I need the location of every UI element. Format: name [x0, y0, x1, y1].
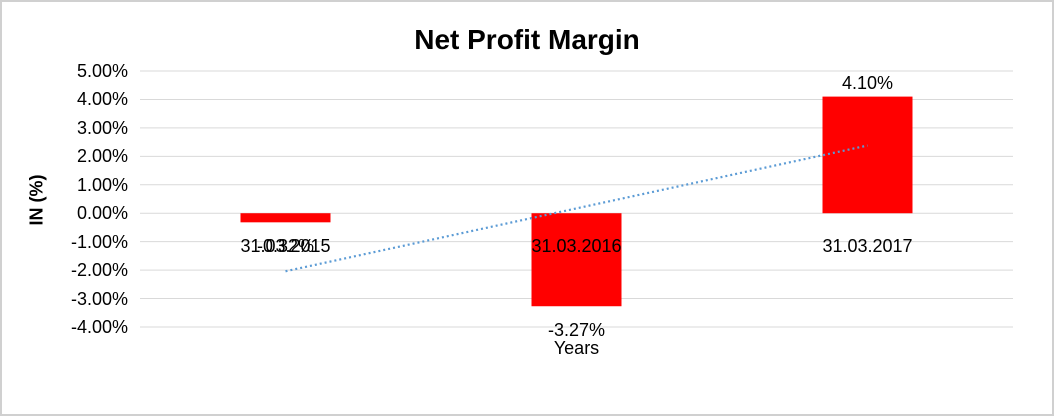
- y-tick-label: 5.00%: [76, 61, 128, 81]
- y-tick-label: 0.00%: [76, 203, 128, 224]
- data-label: -3.27%: [547, 320, 606, 341]
- category-label: 31.03.2016: [531, 236, 622, 256]
- linear-trendline-dotted: [285, 144, 868, 273]
- y-tick-label: 4.00%: [76, 89, 128, 110]
- y-tick-label: -4.00%: [70, 317, 128, 337]
- bar-3: [822, 96, 913, 214]
- data-label: -0.32%: [256, 236, 315, 257]
- y-tick-label: -1.00%: [70, 231, 128, 252]
- y-tick-label: 2.00%: [76, 146, 128, 167]
- y-tick-label: 3.00%: [76, 117, 128, 138]
- y-tick-label: -3.00%: [70, 288, 128, 309]
- category-label: 31.03.2017: [822, 236, 913, 256]
- x-axis-title: Years: [553, 338, 600, 358]
- y-tick-label: 1.00%: [76, 174, 128, 195]
- bar-1: [240, 213, 331, 223]
- y-tick-label: -2.00%: [70, 260, 128, 281]
- data-label: 4.10%: [841, 72, 894, 93]
- bar-2: [531, 213, 622, 307]
- category-label: 31.03.2015: [240, 236, 331, 256]
- chart-title: Net Profit Margin: [414, 24, 640, 55]
- y-axis-tick-labels: 5.00% 4.00% 3.00% 2.00% 1.00% 0.00% -1.00% -2.0…: [0, 0, 130, 416]
